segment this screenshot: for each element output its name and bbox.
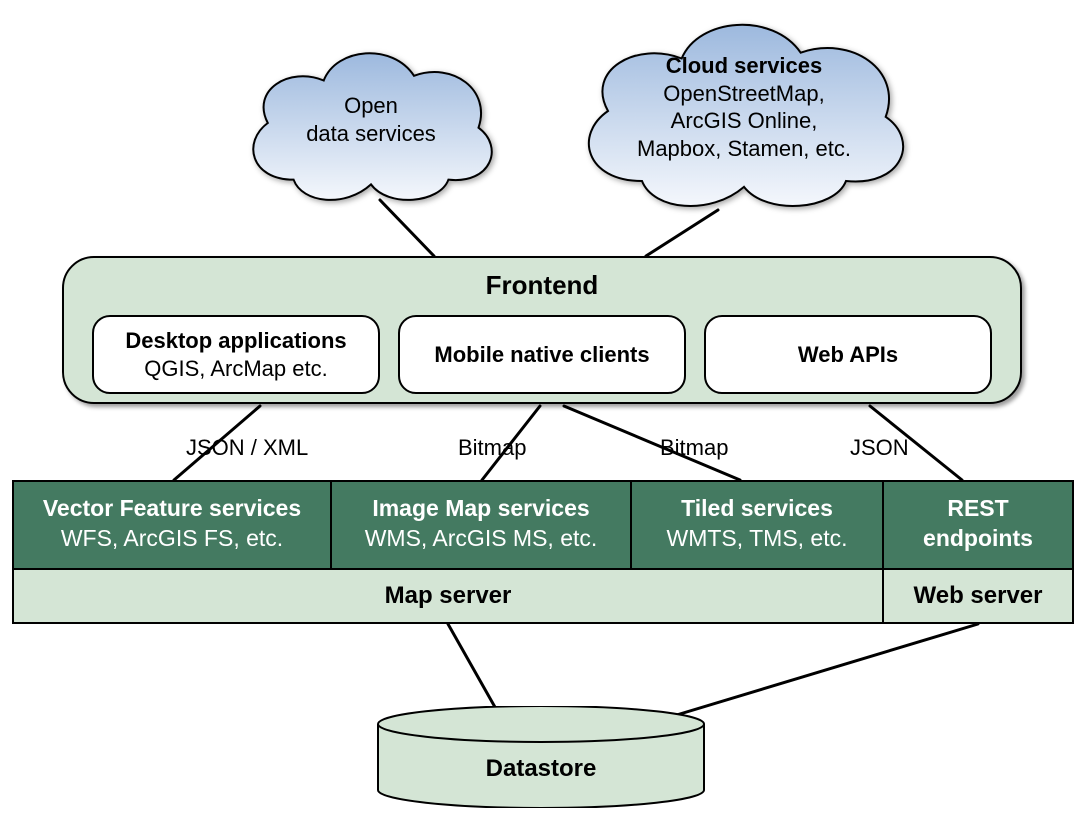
cloud-line: OpenStreetMap, xyxy=(574,80,914,108)
pill-title: Mobile native clients xyxy=(412,341,672,369)
edge-label-jsonxml: JSON / XML xyxy=(186,435,308,461)
service-title: Image Map services xyxy=(340,494,622,524)
datastore-label: Datastore xyxy=(376,755,706,783)
server-webserver: Web server xyxy=(884,570,1074,622)
pill-title: Desktop applications xyxy=(106,327,366,355)
edge-label-bitmap1: Bitmap xyxy=(458,435,526,461)
service-title: Tiled services xyxy=(640,494,874,524)
frontend-items-row: Desktop applicationsQGIS, ArcMap etc. Mob… xyxy=(64,301,1020,416)
frontend-item-mobile: Mobile native clients xyxy=(398,315,686,394)
cloud-line: Open xyxy=(242,92,500,120)
pill-title: Web APIs xyxy=(718,341,978,369)
service-sub: WMTS, TMS, etc. xyxy=(640,524,874,554)
datastore-cylinder: Datastore xyxy=(376,706,706,808)
edge-label-bitmap2: Bitmap xyxy=(660,435,728,461)
server-mapserver: Map server xyxy=(12,570,884,622)
service-rest: REST endpoints xyxy=(884,482,1074,568)
cloud-title: Cloud services xyxy=(574,52,914,80)
service-tile: Tiled servicesWMTS, TMS, etc. xyxy=(632,482,884,568)
cloud-line: data services xyxy=(242,120,500,148)
edge-label-json: JSON xyxy=(850,435,909,461)
service-sub: WMS, ArcGIS MS, etc. xyxy=(340,524,622,554)
servers-row: Map serverWeb server xyxy=(12,570,1074,624)
service-vfs: Vector Feature servicesWFS, ArcGIS FS, e… xyxy=(12,482,332,568)
services-row: Vector Feature servicesWFS, ArcGIS FS, e… xyxy=(12,480,1074,570)
cloud-line: ArcGIS Online, xyxy=(574,107,914,135)
frontend-title: Frontend xyxy=(64,258,1020,301)
service-sub: WFS, ArcGIS FS, etc. xyxy=(22,524,322,554)
service-title: Vector Feature services xyxy=(22,494,322,524)
cloud-line: Mapbox, Stamen, etc. xyxy=(574,135,914,163)
cloud-open-data: Opendata services xyxy=(242,38,500,208)
frontend-container: Frontend Desktop applicationsQGIS, ArcMa… xyxy=(62,256,1022,404)
service-ims: Image Map servicesWMS, ArcGIS MS, etc. xyxy=(332,482,632,568)
frontend-item-webapis: Web APIs xyxy=(704,315,992,394)
service-title: REST endpoints xyxy=(892,494,1064,554)
frontend-item-desktop: Desktop applicationsQGIS, ArcMap etc. xyxy=(92,315,380,394)
cloud-cloud-services: Cloud servicesOpenStreetMap,ArcGIS Onlin… xyxy=(574,6,914,216)
pill-sub: QGIS, ArcMap etc. xyxy=(106,355,366,383)
